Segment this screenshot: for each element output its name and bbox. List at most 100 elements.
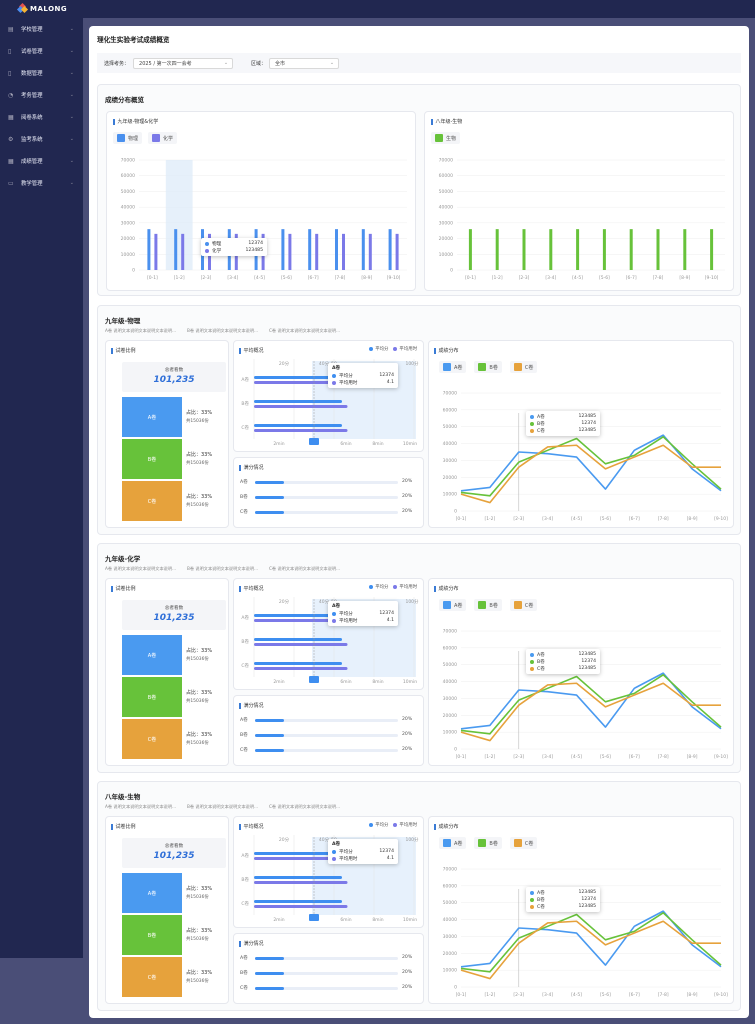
tooltip-dot bbox=[205, 248, 209, 253]
legend-label: 平均用时 bbox=[399, 823, 417, 828]
legend-item[interactable]: B卷 bbox=[474, 837, 502, 849]
paper-block[interactable]: A卷 bbox=[122, 635, 182, 675]
total-box: 总者看数 101,235 bbox=[122, 600, 226, 630]
full-row-label: C卷 bbox=[240, 986, 248, 991]
legend-item[interactable]: 平均分 bbox=[369, 346, 388, 352]
chart-subtitle: 八年级-生物 bbox=[431, 118, 462, 125]
bar bbox=[576, 229, 580, 270]
legend-item[interactable]: A卷 bbox=[439, 361, 467, 373]
chart-legend: 生物 bbox=[431, 132, 461, 144]
legend-item[interactable]: B卷 bbox=[474, 361, 502, 373]
chevron-down-icon: ⌄ bbox=[223, 59, 229, 66]
paper-block[interactable]: C卷 bbox=[122, 481, 182, 521]
series-line bbox=[460, 682, 721, 742]
sidebar-item[interactable]: ⚙ 监考系统 ⌄ bbox=[0, 128, 83, 150]
y-tick-label: 40000 bbox=[443, 917, 457, 923]
y-tick-label: 60000 bbox=[443, 407, 457, 413]
legend-item[interactable]: 平均用时 bbox=[393, 822, 417, 828]
tooltip-row: C卷 123485 bbox=[530, 903, 596, 910]
paper-count: 共15036份 bbox=[186, 461, 209, 466]
legend-label: 物理 bbox=[128, 135, 139, 142]
y-tick-label: 20000 bbox=[443, 475, 457, 481]
bar bbox=[683, 229, 687, 270]
legend-item[interactable]: 物理 bbox=[113, 132, 143, 144]
x-tick-label: [7-8] bbox=[335, 275, 346, 281]
tooltip-name: 物理 bbox=[212, 241, 222, 247]
y-tick-label: 10000 bbox=[121, 252, 135, 258]
paper-pct: 占比：33% bbox=[186, 648, 213, 654]
sidebar-item[interactable]: ▤ 学校管理 ⌄ bbox=[0, 18, 83, 40]
x-tick-label: [2-3] bbox=[201, 275, 212, 281]
y-tick-label: 50000 bbox=[439, 189, 453, 195]
monitor-icon: ▭ bbox=[8, 179, 14, 187]
top-axis-label: 20分 bbox=[279, 836, 290, 843]
bottom-axis-label: 8min bbox=[372, 679, 383, 685]
full-row-label: A卷 bbox=[240, 956, 248, 961]
full-title-text: 满分情况 bbox=[243, 703, 264, 709]
x-tick-label: [3-4] bbox=[542, 992, 553, 998]
x-tick-label: [2-3] bbox=[519, 275, 530, 281]
paper-block[interactable]: B卷 bbox=[122, 915, 182, 955]
chart-legend: 物理 化学 bbox=[113, 132, 178, 144]
paper-block[interactable]: C卷 bbox=[122, 957, 182, 997]
paper-block-label: C卷 bbox=[147, 736, 157, 743]
paper-block[interactable]: B卷 bbox=[122, 439, 182, 479]
region-select[interactable]: 全市 ⌄ bbox=[269, 57, 340, 69]
sidebar-item[interactable]: ◔ 考务管理 ⌄ bbox=[0, 84, 83, 106]
top-axis-label: 100分 bbox=[405, 598, 419, 605]
paper-count: 共15036份 bbox=[186, 979, 209, 984]
legend-item[interactable]: 化学 bbox=[148, 132, 178, 144]
bar bbox=[281, 229, 285, 270]
x-tick-label: [3-4] bbox=[542, 754, 553, 760]
progress-fill bbox=[255, 719, 284, 722]
legend-item[interactable]: 生物 bbox=[431, 132, 461, 144]
legend-item[interactable]: 平均分 bbox=[369, 584, 388, 590]
paper-block[interactable]: B卷 bbox=[122, 677, 182, 717]
x-tick-label: [3-4] bbox=[227, 275, 238, 281]
sidebar-item[interactable]: ▦ 阅卷系统 ⌄ bbox=[0, 106, 83, 128]
legend-item[interactable]: 平均用时 bbox=[393, 584, 417, 590]
sidebar-item-label: 成绩管理 bbox=[21, 159, 43, 165]
progress-fill bbox=[255, 734, 284, 737]
tooltip-row: 平均用时 4.1 bbox=[332, 855, 394, 862]
x-tick-label: [8-9] bbox=[687, 992, 698, 998]
legend-item[interactable]: A卷 bbox=[439, 599, 467, 611]
y-tick-label: 40000 bbox=[439, 205, 453, 211]
legend-item[interactable]: C卷 bbox=[509, 599, 538, 611]
avg-title-text: 平均概况 bbox=[243, 586, 264, 592]
tooltip-name: 平均分 bbox=[339, 849, 353, 855]
sidebar-item[interactable]: ▦ 成绩管理 ⌄ bbox=[0, 150, 83, 172]
exam-select[interactable]: 2025 / 第一次四一会考 ⌄ bbox=[133, 57, 234, 69]
tooltip-value: 123485 bbox=[578, 904, 596, 909]
legend-item[interactable]: A卷 bbox=[439, 837, 467, 849]
tooltip-value: 12374 bbox=[379, 373, 394, 378]
y-tick-label: 30000 bbox=[439, 220, 453, 226]
exam-label: 选择考务： bbox=[104, 60, 130, 67]
y-tick-label: 0 bbox=[132, 268, 135, 274]
sidebar-item[interactable]: ▯ 数据管理 ⌄ bbox=[0, 62, 83, 84]
row-label: C卷 bbox=[241, 900, 249, 907]
legend-label: B卷 bbox=[489, 364, 498, 371]
paper-block[interactable]: A卷 bbox=[122, 397, 182, 437]
legend-item[interactable]: C卷 bbox=[509, 361, 538, 373]
top-axis-label: 100分 bbox=[405, 360, 419, 367]
legend-item[interactable]: 平均分 bbox=[369, 822, 388, 828]
ratio-card: 试卷比例 总者看数 101,235 A卷 占比：33% 共15036份 B卷 占比：33% 共1… bbox=[105, 578, 229, 766]
dist-legend: A卷 B卷 C卷 bbox=[439, 837, 538, 849]
progress-fill bbox=[255, 749, 284, 752]
logo[interactable]: MALONG bbox=[16, 2, 67, 14]
tooltip-dot bbox=[530, 666, 534, 671]
sidebar-item[interactable]: ▭ 教学管理 ⌄ bbox=[0, 172, 83, 194]
bottom-axis-label: 8min bbox=[372, 441, 383, 447]
avg-time-bar bbox=[254, 881, 348, 884]
legend-item[interactable]: C卷 bbox=[509, 837, 538, 849]
sidebar-item[interactable]: ▯ 试卷管理 ⌄ bbox=[0, 40, 83, 62]
legend-dot bbox=[393, 347, 398, 351]
x-tick-label: [5-6] bbox=[600, 516, 611, 522]
legend-item[interactable]: B卷 bbox=[474, 599, 502, 611]
tooltip-dot bbox=[332, 856, 336, 861]
paper-block[interactable]: C卷 bbox=[122, 719, 182, 759]
legend-item[interactable]: 平均用时 bbox=[393, 346, 417, 352]
dist-title-text: 成绩分布 bbox=[438, 586, 459, 592]
paper-block[interactable]: A卷 bbox=[122, 873, 182, 913]
